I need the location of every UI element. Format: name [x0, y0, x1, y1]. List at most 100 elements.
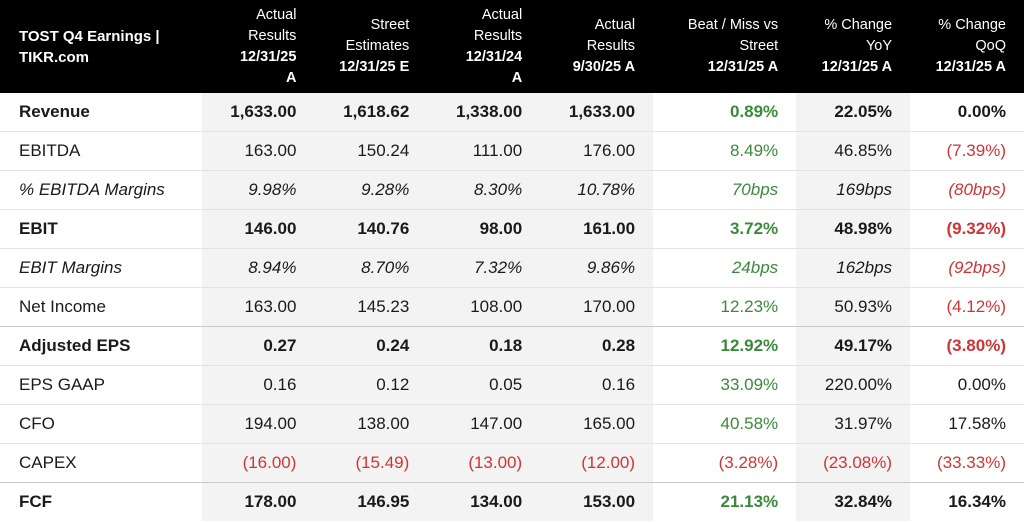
cell-actual-q4-24: 8.30% [427, 170, 541, 210]
cell-actual-q3-25: 161.00 [540, 209, 654, 249]
table-row-revenue: Revenue 1,633.00 1,618.62 1,338.00 1,633.00 0… [0, 93, 1024, 132]
col-header-date: 12/31/25 E [339, 59, 410, 75]
row-label: Net Income [0, 287, 202, 327]
cell-beat-miss: 70bps [653, 170, 797, 210]
col-header-line: Results [473, 27, 523, 44]
cell-qoq: 17.58% [910, 404, 1024, 444]
cell-actual-q4-25: 178.00 [201, 482, 315, 521]
cell-street-estimate: 145.23 [314, 287, 428, 327]
col-header-date: 12/31/25 [239, 48, 297, 65]
cell-actual-q4-25: 9.98% [201, 170, 315, 210]
col-header-line: Actual [481, 6, 523, 23]
cell-actual-q4-24: 134.00 [427, 482, 541, 521]
cell-yoy: 46.85% [796, 131, 911, 171]
cell-actual-q3-25: 170.00 [540, 287, 654, 327]
table-row-eps-gaap: EPS GAAP 0.16 0.12 0.05 0.16 33.09% 220.00% 0.0… [0, 365, 1024, 405]
col-header-date: 12/31/25 A [707, 59, 779, 75]
cell-beat-miss: 8.49% [653, 131, 797, 171]
cell-actual-q4-25: (16.00) [201, 443, 315, 483]
col-header-line: YoY [865, 38, 893, 54]
cell-actual-q3-25: 0.16 [540, 365, 654, 405]
col-header-line: Results [586, 38, 636, 54]
title-line-1: TOST Q4 Earnings | [19, 27, 160, 45]
row-label: CFO [0, 404, 202, 444]
cell-street-estimate: 8.70% [314, 248, 428, 288]
cell-yoy: 31.97% [796, 404, 911, 444]
col-header-line: Actual [256, 6, 297, 23]
cell-qoq: 16.34% [910, 482, 1024, 521]
col-header-line: Actual [594, 17, 636, 33]
table-title: TOST Q4 Earnings | TIKR.com [0, 0, 202, 93]
column-header-actual-q4-25: Actual Results 12/31/25 A [201, 0, 315, 93]
cell-yoy: 220.00% [796, 365, 911, 405]
col-header-line: Estimates [345, 38, 410, 54]
cell-actual-q4-25: 8.94% [201, 248, 315, 288]
cell-beat-miss: 24bps [653, 248, 797, 288]
cell-actual-q3-25: 1,633.00 [540, 93, 654, 132]
cell-beat-miss: 3.72% [653, 209, 797, 249]
title-line-2: TIKR.com [19, 48, 90, 66]
cell-qoq: (7.39%) [910, 131, 1024, 171]
col-header-date: 9/30/25 A [572, 59, 636, 75]
cell-beat-miss: 33.09% [653, 365, 797, 405]
cell-actual-q4-24: 147.00 [427, 404, 541, 444]
header-row: TOST Q4 Earnings | TIKR.com Actual Resul… [0, 0, 1024, 93]
table-row-cfo: CFO 194.00 138.00 147.00 165.00 40.58% 31.97% 1… [0, 404, 1024, 444]
table-row-adjusted-eps: Adjusted EPS 0.27 0.24 0.18 0.28 12.92% 49.17%… [0, 326, 1024, 366]
cell-actual-q4-24: 0.18 [427, 326, 541, 366]
cell-yoy: 32.84% [796, 482, 911, 521]
col-header-line: Street [739, 38, 779, 54]
cell-actual-q3-25: 176.00 [540, 131, 654, 171]
cell-street-estimate: 150.24 [314, 131, 428, 171]
col-header-line: QoQ [975, 38, 1006, 54]
cell-qoq: (3.80%) [910, 326, 1024, 366]
table-row-ebit: EBIT 146.00 140.76 98.00 161.00 3.72% 48.98% (9… [0, 209, 1024, 249]
column-header-qoq: % Change QoQ 12/31/25 A [910, 0, 1024, 93]
cell-qoq: (80bps) [910, 170, 1024, 210]
cell-yoy: 22.05% [796, 93, 911, 132]
cell-street-estimate: (15.49) [314, 443, 428, 483]
cell-actual-q4-25: 0.16 [201, 365, 315, 405]
cell-beat-miss: 21.13% [653, 482, 797, 521]
col-header-line: Street [370, 17, 410, 33]
cell-yoy: (23.08%) [796, 443, 911, 483]
row-label: Adjusted EPS [0, 326, 202, 366]
cell-qoq: (4.12%) [910, 287, 1024, 327]
cell-actual-q4-25: 163.00 [201, 287, 315, 327]
cell-qoq: 0.00% [910, 365, 1024, 405]
cell-actual-q3-25: 9.86% [540, 248, 654, 288]
cell-qoq: (9.32%) [910, 209, 1024, 249]
cell-street-estimate: 9.28% [314, 170, 428, 210]
cell-actual-q4-25: 194.00 [201, 404, 315, 444]
table-row-ebit-margins: EBIT Margins 8.94% 8.70% 7.32% 9.86% 24bps 162… [0, 248, 1024, 288]
cell-actual-q4-25: 1,633.00 [201, 93, 315, 132]
cell-beat-miss: 0.89% [729, 102, 779, 121]
table-row-ebitda-margins: % EBITDA Margins 9.98% 9.28% 8.30% 10.78% 70b… [0, 170, 1024, 210]
col-header-line: Beat / Miss vs [687, 17, 779, 33]
cell-qoq: 0.00% [957, 102, 1006, 121]
table-body: Revenue 1,633.00 1,618.62 1,338.00 1,633.00 0… [0, 93, 1024, 521]
cell-actual-q3-25: 153.00 [540, 482, 654, 521]
cell-yoy: 50.93% [796, 287, 911, 327]
cell-actual-q4-24: 98.00 [427, 209, 541, 249]
row-label: CAPEX [0, 443, 202, 483]
column-header-actual-q3-25: Actual Results 9/30/25 A [540, 0, 654, 93]
row-label: Revenue [19, 102, 90, 121]
cell-actual-q4-24: 111.00 [427, 131, 541, 171]
cell-yoy: 49.17% [796, 326, 911, 366]
cell-actual-q4-24: 7.32% [427, 248, 541, 288]
column-header-yoy: % Change YoY 12/31/25 A [796, 0, 911, 93]
cell-street-estimate: 0.24 [314, 326, 428, 366]
cell-street-estimate: 138.00 [314, 404, 428, 444]
col-header-line: Results [248, 27, 297, 44]
table-row-ebitda: EBITDA 163.00 150.24 111.00 176.00 8.49% 46.85… [0, 131, 1024, 171]
col-header-date: A [511, 69, 523, 86]
row-label: EPS GAAP [0, 365, 202, 405]
col-header-date: 12/31/25 A [935, 59, 1006, 75]
cell-beat-miss: (3.28%) [653, 443, 797, 483]
cell-beat-miss: 12.92% [653, 326, 797, 366]
cell-actual-q4-24: 0.05 [427, 365, 541, 405]
column-header-beat-miss: Beat / Miss vs Street 12/31/25 A [653, 0, 797, 93]
column-header-actual-q4-24: Actual Results 12/31/24 A [427, 0, 541, 93]
